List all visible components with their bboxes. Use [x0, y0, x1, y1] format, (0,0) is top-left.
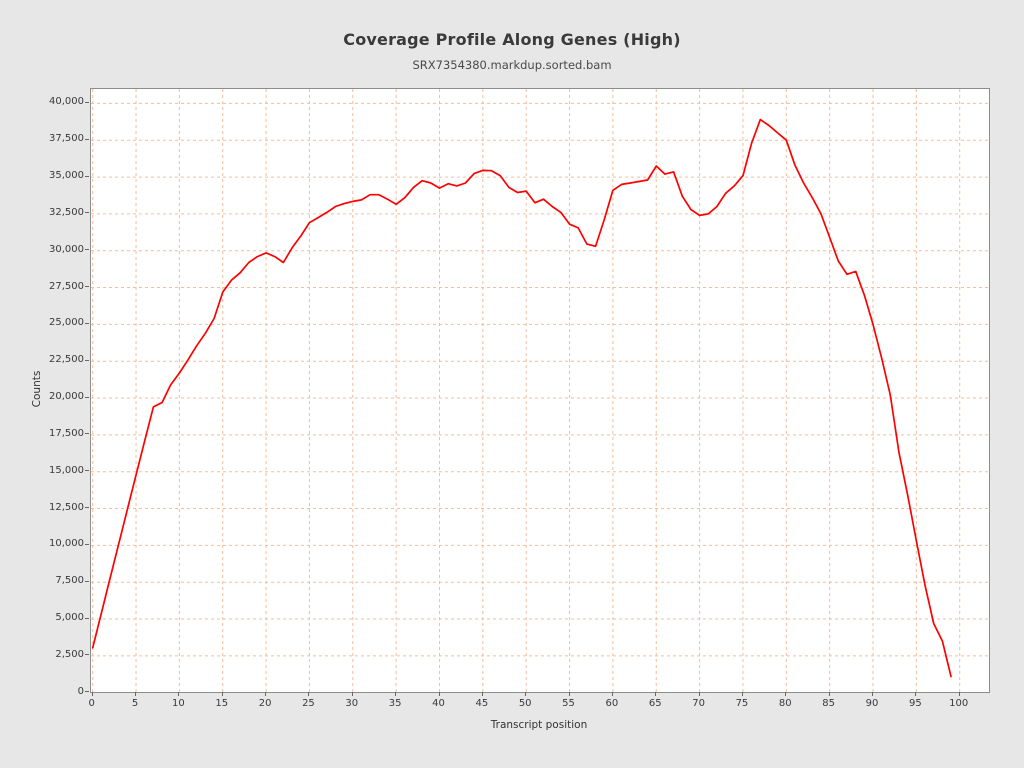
x-tick-label: 35	[388, 698, 402, 709]
y-axis-title: Counts	[31, 370, 43, 408]
plot-area	[90, 88, 990, 693]
x-tick-label: 70	[692, 698, 705, 709]
y-tick-label: 35,000	[49, 170, 84, 182]
y-tick-label: 37,500	[49, 133, 84, 145]
chart-subtitle: SRX7354380.markdup.sorted.bam	[412, 58, 612, 72]
x-tick-label: 90	[865, 698, 879, 709]
y-tick-label: 10,000	[49, 538, 84, 550]
x-tick-label: 15	[215, 698, 229, 709]
y-tick-mark	[85, 249, 89, 251]
x-tick-label: 30	[345, 698, 359, 709]
coverage-line	[91, 118, 952, 678]
y-tick-mark	[85, 396, 89, 398]
y-tick-mark	[85, 175, 89, 177]
x-tick-label: 45	[475, 698, 489, 709]
x-tick-label: 0	[88, 698, 95, 709]
x-tick-label: 85	[822, 698, 835, 709]
y-tick-mark	[85, 286, 89, 288]
y-tick-mark	[85, 212, 89, 214]
y-tick-mark	[85, 322, 89, 324]
x-tick-label: 55	[562, 698, 575, 709]
x-tick-label: 65	[648, 698, 662, 709]
y-tick-mark	[85, 470, 89, 472]
y-tick-mark	[85, 691, 89, 693]
x-tick-label: 5	[131, 698, 139, 709]
y-tick-label: 40,000	[49, 96, 84, 108]
y-tick-mark	[85, 359, 89, 361]
chart-title: Coverage Profile Along Genes (High)	[343, 30, 681, 49]
y-tick-label: 2,500	[55, 648, 84, 660]
x-tick-label: 25	[302, 698, 315, 709]
y-tick-label: 30,000	[49, 243, 84, 255]
coverage-plot	[91, 89, 989, 692]
y-tick-label: 15,000	[49, 464, 84, 476]
y-tick-label: 32,500	[49, 206, 84, 218]
x-tick-label: 75	[735, 698, 749, 709]
y-tick-label: 22,500	[49, 354, 84, 366]
x-tick-label: 40	[432, 698, 445, 709]
y-tick-label: 27,500	[49, 280, 84, 292]
y-tick-mark	[85, 433, 89, 435]
y-tick-label: 0	[77, 685, 84, 697]
x-tick-label: 10	[172, 698, 185, 709]
x-tick-label: 95	[908, 698, 922, 709]
y-tick-label: 17,500	[49, 427, 84, 439]
y-tick-mark	[85, 507, 89, 509]
y-tick-mark	[85, 138, 89, 140]
y-tick-label: 5,000	[55, 612, 84, 624]
y-tick-mark	[85, 543, 89, 545]
y-tick-mark	[85, 580, 89, 582]
y-tick-label: 25,000	[49, 317, 84, 329]
x-axis-title: Transcript position	[490, 719, 588, 731]
x-tick-label: 80	[778, 698, 792, 709]
x-tick-label: 20	[258, 698, 272, 709]
y-tick-label: 7,500	[55, 575, 84, 587]
y-tick-mark	[85, 617, 89, 619]
y-tick-mark	[85, 101, 89, 103]
y-tick-mark	[85, 654, 89, 656]
x-tick-label: 50	[518, 698, 532, 709]
x-tick-label: 100	[949, 698, 969, 709]
y-tick-label: 12,500	[49, 501, 84, 513]
x-tick-label: 60	[605, 698, 619, 709]
